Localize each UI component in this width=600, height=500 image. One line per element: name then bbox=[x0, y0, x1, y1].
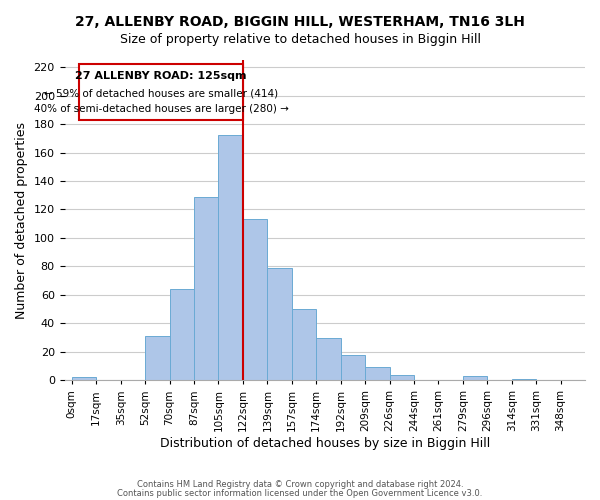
Bar bbox=[512, 379, 536, 380]
Bar bbox=[72, 378, 96, 380]
Text: ← 59% of detached houses are smaller (414): ← 59% of detached houses are smaller (41… bbox=[44, 88, 278, 99]
Bar bbox=[316, 338, 341, 380]
Bar bbox=[365, 368, 389, 380]
Text: 27 ALLENBY ROAD: 125sqm: 27 ALLENBY ROAD: 125sqm bbox=[75, 72, 247, 82]
Bar bbox=[463, 376, 487, 380]
Bar bbox=[243, 220, 268, 380]
Text: 40% of semi-detached houses are larger (280) →: 40% of semi-detached houses are larger (… bbox=[34, 104, 289, 114]
Text: 27, ALLENBY ROAD, BIGGIN HILL, WESTERHAM, TN16 3LH: 27, ALLENBY ROAD, BIGGIN HILL, WESTERHAM… bbox=[75, 15, 525, 29]
Bar bbox=[292, 309, 316, 380]
Bar bbox=[218, 136, 243, 380]
Text: Contains public sector information licensed under the Open Government Licence v3: Contains public sector information licen… bbox=[118, 488, 482, 498]
Bar bbox=[268, 268, 292, 380]
Bar bbox=[341, 354, 365, 380]
X-axis label: Distribution of detached houses by size in Biggin Hill: Distribution of detached houses by size … bbox=[160, 437, 490, 450]
Bar bbox=[194, 196, 218, 380]
Bar bbox=[170, 289, 194, 380]
Y-axis label: Number of detached properties: Number of detached properties bbox=[15, 122, 28, 318]
FancyBboxPatch shape bbox=[79, 64, 243, 120]
Text: Contains HM Land Registry data © Crown copyright and database right 2024.: Contains HM Land Registry data © Crown c… bbox=[137, 480, 463, 489]
Bar bbox=[389, 374, 414, 380]
Bar bbox=[145, 336, 170, 380]
Text: Size of property relative to detached houses in Biggin Hill: Size of property relative to detached ho… bbox=[119, 32, 481, 46]
